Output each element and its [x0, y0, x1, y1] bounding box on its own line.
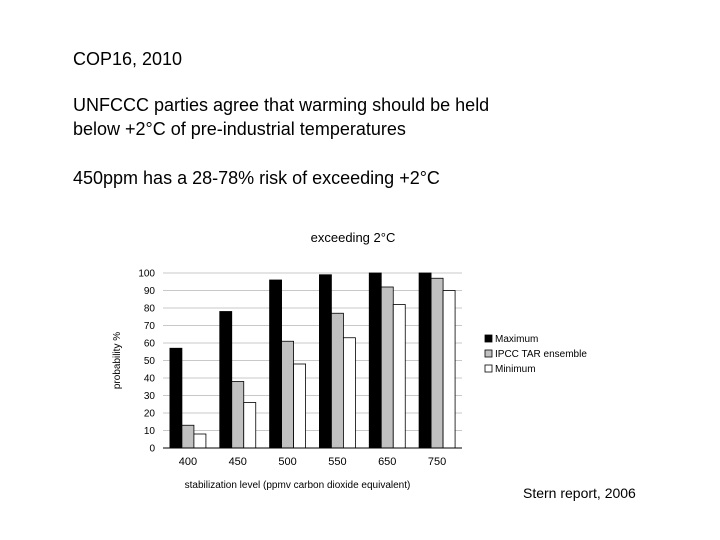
chart-title: exceeding 2°C: [311, 230, 396, 245]
y-tick-label: 100: [138, 269, 155, 280]
bar-chart: exceeding 2°C 0 10 20 30 40 50 60 70 80 90 100 400…: [100, 222, 640, 502]
bar-ipcc-tar-ensemble-400: [181, 424, 195, 449]
x-axis-ticks: 400 450 500 550 650 750: [179, 456, 447, 468]
y-tick-label: 0: [149, 444, 155, 455]
bar-maximum-400: [169, 347, 183, 449]
bar-ipcc-tar-ensemble-450: [231, 381, 245, 449]
bar-maximum-500: [269, 279, 282, 449]
y-tick-label: 10: [144, 426, 156, 437]
x-tick-label: 400: [179, 456, 197, 468]
bar-ipcc-tar-ensemble-550: [331, 312, 344, 449]
legend-swatch: [484, 349, 493, 358]
bar-minimum-500: [293, 363, 306, 449]
y-tick-label: 40: [144, 374, 156, 385]
legend-swatch: [484, 364, 493, 373]
bar-minimum-650: [392, 304, 406, 449]
x-tick-label: 500: [278, 456, 296, 468]
slide-title: COP16, 2010: [73, 49, 183, 69]
y-tick-label: 80: [144, 304, 156, 315]
y-tick-label: 30: [144, 391, 156, 402]
legend-label: Minimum: [495, 364, 536, 375]
bar-maximum-450: [219, 311, 233, 449]
bar-ipcc-tar-ensemble-650: [380, 286, 394, 449]
bar-maximum-650: [368, 272, 382, 449]
y-tick-label: 60: [144, 339, 156, 350]
y-tick-label: 90: [144, 286, 156, 297]
x-axis-label: stabilization level (ppmv carbon dioxide…: [185, 480, 411, 491]
x-tick-label: 750: [428, 456, 446, 468]
bar-ipcc-tar-ensemble-750: [430, 277, 444, 449]
legend-label: Maximum: [495, 334, 538, 345]
chart-gridlines: [163, 272, 462, 449]
slide-text-line-1: UNFCCC parties agree that warming should…: [73, 95, 490, 115]
chart-legend: Maximum IPCC TAR ensemble Minimum: [484, 334, 587, 375]
y-axis-ticks: 0 10 20 30 40 50 60 70 80 90 100: [138, 269, 155, 455]
bar-ipcc-tar-ensemble-500: [281, 340, 294, 449]
bar-minimum-400: [193, 433, 207, 449]
x-tick-label: 550: [328, 456, 346, 468]
slide-text-line-2: below +2°C of pre-industrial temperature…: [73, 119, 406, 139]
legend-swatch: [484, 334, 493, 343]
y-axis-label: probability %: [112, 332, 123, 389]
x-tick-label: 450: [229, 456, 247, 468]
x-tick-label: 650: [378, 456, 396, 468]
y-tick-label: 50: [144, 356, 156, 367]
bar-maximum-750: [418, 272, 432, 449]
bar-minimum-750: [442, 290, 456, 449]
slide-text-line-3: 450ppm has a 28-78% risk of exceeding +2…: [73, 168, 440, 188]
chart-svg: exceeding 2°C 0 10 20 30 40 50 60 70 80 90 100 400…: [112, 230, 587, 491]
legend-label: IPCC TAR ensemble: [495, 349, 587, 360]
bar-minimum-450: [243, 402, 257, 449]
source-citation: Stern report, 2006: [523, 485, 636, 501]
bar-minimum-550: [343, 337, 356, 449]
y-tick-label: 70: [144, 321, 156, 332]
y-tick-label: 20: [144, 409, 156, 420]
bar-maximum-550: [319, 274, 332, 449]
